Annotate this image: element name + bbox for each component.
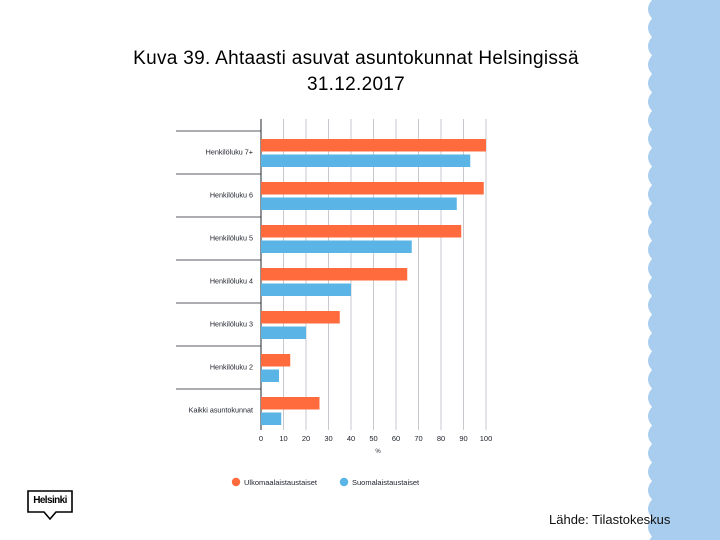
category-separators xyxy=(176,130,261,390)
legend-swatch xyxy=(231,477,241,487)
x-axis-label: % xyxy=(375,449,381,455)
category-label: Henkilöluku 6 xyxy=(210,191,253,200)
bar xyxy=(261,240,412,253)
bar xyxy=(261,369,279,382)
x-tick-label: 70 xyxy=(414,434,422,443)
x-tick-label: 90 xyxy=(459,434,467,443)
bar xyxy=(261,139,486,152)
logo-shield-icon xyxy=(27,490,73,521)
bar xyxy=(261,154,471,167)
page-title-line-1: Kuva 39. Ahtaasti asuvat asuntokunnat He… xyxy=(133,48,579,69)
legend: Ulkomaalaistaustaiset Suomalaistaustaiset xyxy=(231,477,420,487)
page-title: Kuva 39. Ahtaasti asuvat asuntokunnat He… xyxy=(60,46,652,98)
logo-text: Helsinki xyxy=(33,495,67,506)
bar xyxy=(261,268,408,281)
category-label: Kaikki asuntokunnat xyxy=(189,406,253,415)
x-tick-label: 100 xyxy=(480,434,493,443)
legend-label: Ulkomaalaistaustaiset xyxy=(244,478,318,487)
bar xyxy=(261,397,320,410)
category-labels: Henkilöluku 7+ Henkilöluku 6 Henkilöluku 5… xyxy=(189,148,253,415)
bar xyxy=(261,354,291,367)
bar xyxy=(261,197,457,210)
source-note: Lähde: Tilastokeskus xyxy=(549,512,671,527)
category-label: Henkilöluku 4 xyxy=(210,277,253,286)
page-title-line-2: 31.12.2017 xyxy=(306,74,406,95)
bar xyxy=(261,225,462,238)
x-tick-labels: 0 10 20 30 40 50 60 70 80 90 100 xyxy=(259,434,492,443)
category-label: Henkilöluku 2 xyxy=(210,363,253,372)
bar xyxy=(261,182,484,195)
legend-swatch xyxy=(339,477,349,487)
bar xyxy=(261,311,340,324)
scalloped-border-decoration xyxy=(648,0,720,540)
bar xyxy=(261,283,351,296)
x-tick-label: 50 xyxy=(369,434,377,443)
legend-label: Suomalaistaustaiset xyxy=(352,478,420,487)
helsinki-logo: Helsinki xyxy=(26,490,74,521)
bar xyxy=(261,412,282,425)
category-label: Henkilöluku 5 xyxy=(210,234,253,243)
x-tick-label: 20 xyxy=(302,434,310,443)
category-label: Henkilöluku 3 xyxy=(210,320,253,329)
x-tick-label: 10 xyxy=(279,434,287,443)
x-tick-label: 30 xyxy=(324,434,332,443)
bar xyxy=(261,326,306,339)
x-tick-label: 40 xyxy=(347,434,355,443)
x-tick-label: 80 xyxy=(437,434,445,443)
category-label: Henkilöluku 7+ xyxy=(206,148,253,157)
x-tick-label: 0 xyxy=(259,434,263,443)
x-tick-label: 60 xyxy=(392,434,400,443)
bars xyxy=(261,139,486,425)
scalloped-edge xyxy=(648,0,720,540)
